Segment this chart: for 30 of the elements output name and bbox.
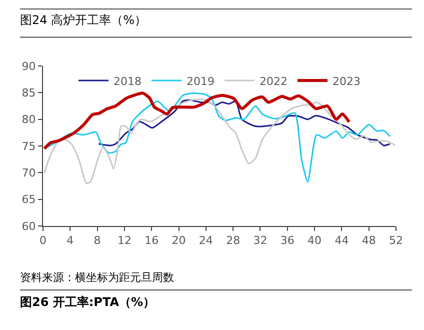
x-tick-label: 48 — [362, 234, 376, 248]
x-tick-label: 12 — [117, 234, 132, 248]
legend-label: 2023 — [332, 74, 360, 88]
y-tick-label: 80 — [22, 113, 36, 126]
y-tick-label: 85 — [22, 86, 36, 100]
y-tick-label: 60 — [22, 220, 36, 233]
x-tick-label: 40 — [308, 234, 322, 248]
x-tick-label: 24 — [198, 234, 213, 248]
y-tick-label: 70 — [22, 166, 36, 180]
x-tick-label: 0 — [40, 234, 46, 248]
x-tick-label: 32 — [253, 234, 268, 248]
x-tick-label: 28 — [226, 234, 240, 248]
legend-label: 2019 — [186, 74, 214, 88]
x-tick-label: 16 — [144, 234, 159, 248]
y-tick-label: 90 — [22, 60, 36, 73]
x-tick-label: 52 — [389, 234, 403, 248]
x-tick-label: 36 — [280, 234, 294, 248]
line-series — [43, 92, 351, 150]
legend-label: 2018 — [114, 74, 142, 88]
x-tick-label: 8 — [94, 234, 101, 248]
legend-label: 2022 — [260, 74, 288, 88]
x-tick-label: 20 — [172, 234, 186, 248]
x-tick-label: 4 — [66, 234, 74, 248]
x-tick-label: 44 — [334, 234, 349, 248]
y-tick-label: 65 — [22, 193, 36, 206]
y-tick-label: 75 — [22, 140, 36, 153]
text: 资料来源：横坐标为距元旦周数 — [20, 271, 174, 284]
caption: 图26 开工率:PTA（%） — [20, 295, 156, 309]
line-series — [98, 99, 391, 146]
chart-title: 图24 高炉开工率（%） — [20, 13, 146, 27]
